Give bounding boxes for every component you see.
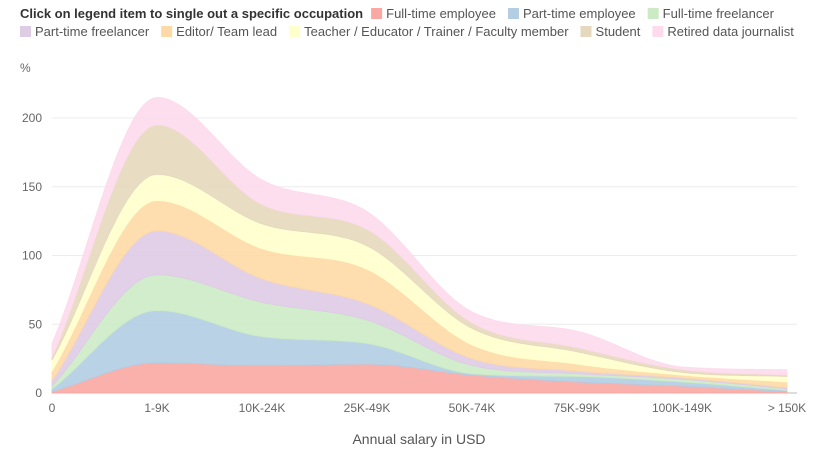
legend-swatch — [580, 26, 592, 37]
x-tick-label: > 150K — [768, 401, 806, 415]
legend-swatch — [289, 26, 301, 37]
y-tick-label: 150 — [22, 180, 42, 194]
x-tick-label: 50K-74K — [449, 401, 496, 415]
x-tick-label: 1-9K — [144, 401, 169, 415]
y-tick-label: 200 — [22, 111, 42, 125]
legend-item-label: Full-time employee — [386, 6, 496, 21]
y-axis-label: % — [20, 61, 31, 75]
legend-item-label: Full-time freelancer — [663, 6, 775, 21]
x-tick-label: 25K-49K — [344, 401, 391, 415]
legend-swatch — [161, 26, 173, 37]
legend-item-label: Part-time employee — [523, 6, 636, 21]
x-axis-label: Annual salary in USD — [352, 431, 485, 447]
legend-item-label: Teacher / Educator / Trainer / Faculty m… — [304, 24, 569, 39]
legend-swatch — [20, 26, 31, 37]
legend-swatch — [647, 8, 659, 19]
x-tick-label: 0 — [49, 401, 56, 415]
axes: % Annual salary in USD 0 50 100 150 200 0 1-9K… — [20, 61, 806, 447]
legend-swatch — [652, 26, 664, 37]
x-tick-label: 75K-99K — [554, 401, 601, 415]
legend-item-label: Student — [596, 24, 641, 39]
legend: Click on legend item to single out a spe… — [20, 6, 794, 39]
y-tick-label: 50 — [29, 317, 43, 331]
legend-title: Click on legend item to single out a spe… — [20, 6, 363, 21]
plot-areas — [51, 96, 788, 394]
legend-swatch — [507, 8, 519, 19]
legend-swatch — [371, 8, 383, 19]
y-tick-label: 0 — [35, 386, 42, 400]
legend-item-label: Retired data journalist — [667, 24, 794, 39]
area-series-8 — [51, 96, 788, 376]
legend-item-label: Editor/ Team lead — [176, 24, 277, 39]
x-tick-label: 100K-149K — [652, 401, 712, 415]
legend-item-label: Part-time freelancer — [35, 24, 150, 39]
x-tick-label: 10K-24K — [239, 401, 286, 415]
y-tick-label: 100 — [22, 249, 42, 263]
